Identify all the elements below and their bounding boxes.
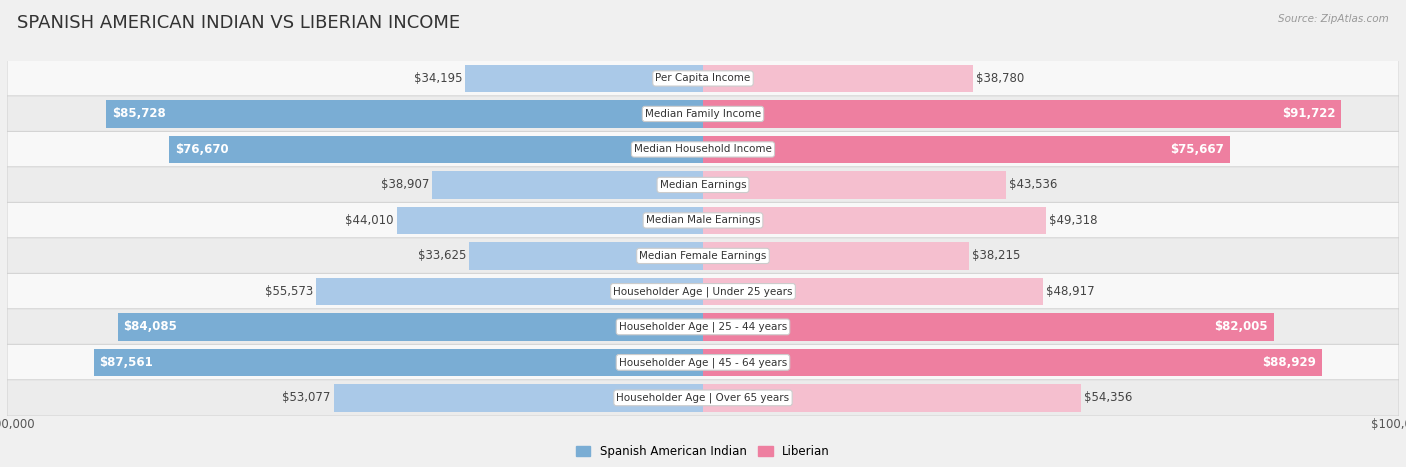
- Text: $54,356: $54,356: [1084, 391, 1132, 404]
- Bar: [703, 135, 1230, 163]
- Text: $91,722: $91,722: [1282, 107, 1336, 120]
- FancyBboxPatch shape: [7, 238, 1399, 274]
- Text: $38,780: $38,780: [976, 72, 1024, 85]
- Legend: Spanish American Indian, Liberian: Spanish American Indian, Liberian: [571, 440, 835, 463]
- Bar: [169, 135, 703, 163]
- Text: $49,318: $49,318: [1049, 214, 1098, 227]
- FancyBboxPatch shape: [7, 380, 1399, 416]
- FancyBboxPatch shape: [7, 60, 1399, 97]
- Text: Source: ZipAtlas.com: Source: ZipAtlas.com: [1278, 14, 1389, 24]
- Text: Householder Age | 45 - 64 years: Householder Age | 45 - 64 years: [619, 357, 787, 368]
- FancyBboxPatch shape: [7, 309, 1399, 345]
- FancyBboxPatch shape: [7, 273, 1399, 310]
- Text: SPANISH AMERICAN INDIAN VS LIBERIAN INCOME: SPANISH AMERICAN INDIAN VS LIBERIAN INCO…: [17, 14, 460, 32]
- Text: $53,077: $53,077: [283, 391, 330, 404]
- Text: Median Household Income: Median Household Income: [634, 144, 772, 155]
- Text: Median Earnings: Median Earnings: [659, 180, 747, 190]
- FancyBboxPatch shape: [7, 202, 1399, 239]
- Bar: [703, 64, 973, 92]
- Bar: [118, 313, 703, 341]
- Text: Householder Age | Over 65 years: Householder Age | Over 65 years: [616, 393, 790, 403]
- Text: Householder Age | Under 25 years: Householder Age | Under 25 years: [613, 286, 793, 297]
- Bar: [703, 206, 1046, 234]
- Text: Householder Age | 25 - 44 years: Householder Age | 25 - 44 years: [619, 322, 787, 332]
- Text: Per Capita Income: Per Capita Income: [655, 73, 751, 84]
- Bar: [703, 242, 969, 270]
- Bar: [703, 384, 1081, 412]
- Bar: [396, 206, 703, 234]
- Bar: [703, 100, 1341, 128]
- Text: $82,005: $82,005: [1215, 320, 1268, 333]
- Bar: [470, 242, 703, 270]
- Bar: [703, 171, 1007, 199]
- Bar: [703, 313, 1274, 341]
- Text: Median Family Income: Median Family Income: [645, 109, 761, 119]
- Text: $34,195: $34,195: [413, 72, 463, 85]
- Bar: [703, 277, 1043, 305]
- Text: $76,670: $76,670: [174, 143, 229, 156]
- Bar: [432, 171, 703, 199]
- Text: $44,010: $44,010: [346, 214, 394, 227]
- Bar: [703, 348, 1322, 376]
- Text: $33,625: $33,625: [418, 249, 467, 262]
- Text: $55,573: $55,573: [266, 285, 314, 298]
- FancyBboxPatch shape: [7, 344, 1399, 381]
- Text: Median Female Earnings: Median Female Earnings: [640, 251, 766, 261]
- Text: $84,085: $84,085: [124, 320, 177, 333]
- FancyBboxPatch shape: [7, 131, 1399, 168]
- Bar: [94, 348, 703, 376]
- Text: Median Male Earnings: Median Male Earnings: [645, 215, 761, 226]
- Text: $48,917: $48,917: [1046, 285, 1095, 298]
- Text: $43,536: $43,536: [1008, 178, 1057, 191]
- Text: $38,907: $38,907: [381, 178, 429, 191]
- Text: $75,667: $75,667: [1170, 143, 1225, 156]
- Bar: [316, 277, 703, 305]
- Text: $38,215: $38,215: [972, 249, 1021, 262]
- Text: $88,929: $88,929: [1263, 356, 1316, 369]
- Text: $87,561: $87,561: [100, 356, 153, 369]
- Bar: [107, 100, 703, 128]
- Text: $85,728: $85,728: [112, 107, 166, 120]
- FancyBboxPatch shape: [7, 96, 1399, 132]
- Bar: [465, 64, 703, 92]
- Bar: [333, 384, 703, 412]
- FancyBboxPatch shape: [7, 167, 1399, 203]
